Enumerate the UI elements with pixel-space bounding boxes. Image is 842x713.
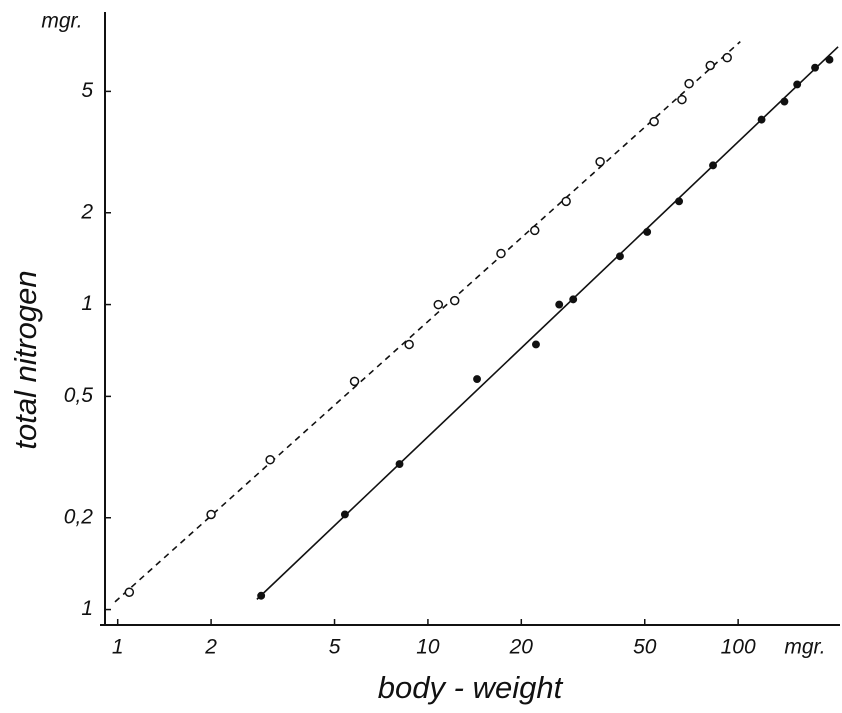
data-point [811, 63, 820, 72]
data-point [793, 80, 802, 89]
data-point [709, 161, 717, 170]
data-point [780, 97, 789, 106]
y-tick-label: 0,5 [64, 384, 94, 407]
x-tick-label: 20 [509, 636, 534, 659]
data-point [124, 587, 135, 597]
data-point [206, 509, 216, 520]
data-point [649, 116, 659, 127]
data-point [473, 375, 481, 383]
x-tick-label: 100 [721, 636, 756, 659]
x-tick-label: 10 [416, 636, 440, 659]
data-point [616, 252, 624, 261]
data-point [340, 510, 349, 519]
data-point [757, 115, 766, 124]
data-point [569, 295, 578, 304]
x-axis-label: body - weight [378, 670, 564, 705]
x-tick-label: 1 [112, 636, 124, 659]
data-point [532, 340, 540, 349]
data-point [825, 55, 834, 64]
data-point [595, 156, 605, 167]
x-unit: mgr. [784, 636, 825, 659]
data-point [257, 591, 266, 600]
data-point [433, 299, 444, 310]
data-point [265, 454, 275, 465]
data-point [677, 94, 687, 105]
y-tick-label: 0,2 [64, 505, 94, 528]
y-tick-label: 2 [80, 200, 93, 223]
fit-line [256, 46, 839, 600]
data-point [530, 225, 540, 236]
data-point [349, 376, 360, 387]
x-tick-label: 2 [204, 636, 217, 659]
y-axis-label: total nitrogen [8, 270, 43, 449]
data-point [561, 196, 571, 207]
data-point [395, 460, 404, 468]
data-point [684, 78, 694, 89]
x-tick-label: 5 [329, 636, 341, 659]
x-tick-label: 50 [633, 636, 657, 659]
data-point [449, 295, 460, 306]
data-point [722, 52, 732, 63]
data-point [555, 300, 564, 309]
y-unit: mgr. [41, 10, 82, 33]
data-point [675, 197, 684, 206]
y-tick-label: 5 [81, 79, 93, 102]
data-point [404, 339, 414, 350]
y-tick-label: 1 [81, 292, 93, 315]
fit-line [114, 41, 741, 603]
data-point [643, 228, 652, 236]
y-tick-label: 1 [81, 597, 93, 620]
data-point [496, 248, 506, 259]
data-point [705, 60, 715, 71]
